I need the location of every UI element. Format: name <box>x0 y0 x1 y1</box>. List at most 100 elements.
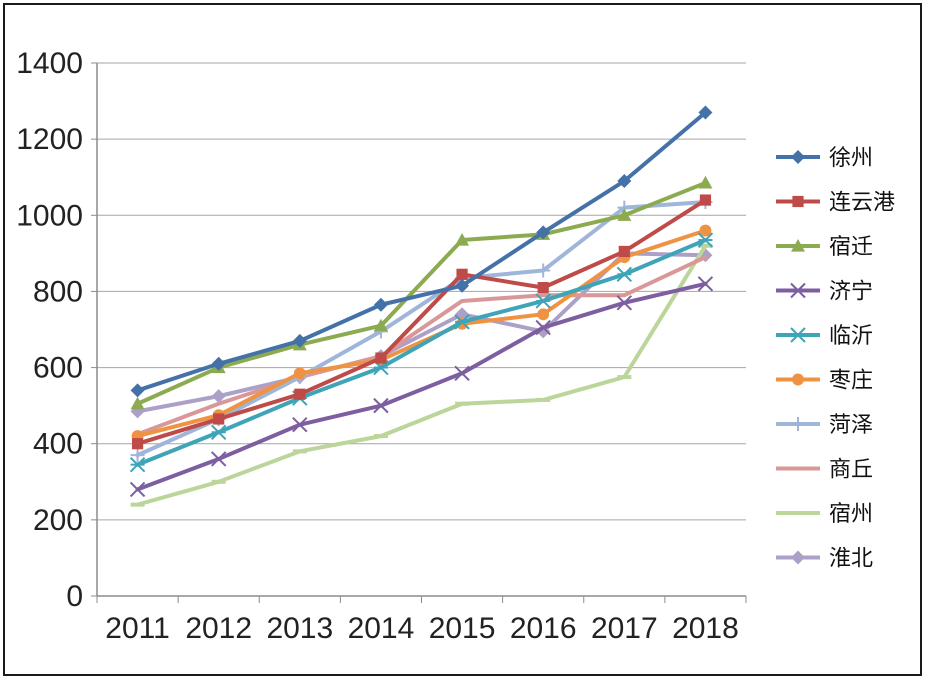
circle-marker <box>699 224 712 237</box>
diamond-marker <box>536 225 551 240</box>
circle-marker <box>537 308 550 321</box>
square-marker <box>456 268 468 280</box>
asterisk-marker <box>129 456 146 473</box>
x-marker <box>210 451 227 467</box>
square-marker <box>618 245 630 258</box>
dash-marker <box>617 375 632 380</box>
legend-item: 宿迁 <box>776 235 873 260</box>
legend-item: 济宁 <box>776 280 873 305</box>
x-tick-label: 2011 <box>105 612 170 645</box>
legend-label: 宿迁 <box>829 235 873 260</box>
triangle-marker <box>130 396 145 410</box>
triangle-marker <box>791 239 805 252</box>
legend-item: 商丘 <box>776 458 873 483</box>
triangle-marker <box>617 208 632 221</box>
plus-marker <box>791 417 805 431</box>
y-tick-label: 1200 <box>16 123 83 156</box>
legend-label: 淮北 <box>829 547 873 572</box>
dash-marker <box>791 511 805 515</box>
dash-marker <box>373 434 388 439</box>
series-line <box>135 228 708 439</box>
y-axis-ticks: 0 200 400 600 800 1000 1200 1400 <box>16 47 97 613</box>
x-marker <box>535 319 551 336</box>
diamond-marker <box>373 297 388 312</box>
y-tick-label: 800 <box>33 275 83 308</box>
asterisk-marker <box>535 293 551 309</box>
dash-marker <box>211 479 226 484</box>
legend-label: 宿州 <box>829 502 873 527</box>
legend-label: 徐州 <box>829 146 873 171</box>
asterisk-marker <box>454 314 470 330</box>
legend-label: 济宁 <box>829 280 873 305</box>
asterisk-marker <box>210 424 227 440</box>
legend-label: 商丘 <box>829 458 873 483</box>
diamond-marker <box>617 174 632 189</box>
diamond-marker <box>130 383 145 398</box>
x-marker <box>790 282 806 299</box>
series-8 <box>135 255 708 437</box>
diamond-marker <box>791 150 805 164</box>
series-line <box>135 238 708 467</box>
y-tick-label: 400 <box>33 428 83 461</box>
x-marker <box>129 481 146 498</box>
series-line <box>135 243 708 507</box>
legend-label: 菏泽 <box>829 413 873 438</box>
x-tick-label: 2015 <box>429 612 496 645</box>
x-tick-label: 2016 <box>510 612 577 645</box>
x-tick-label: 2018 <box>672 612 739 645</box>
y-tick-label: 200 <box>33 504 83 537</box>
legend-label: 临沂 <box>829 324 873 349</box>
triangle-marker <box>455 233 470 246</box>
x-tick-label: 2014 <box>348 612 415 645</box>
asterisk-marker <box>697 232 714 248</box>
legend-item: 宿州 <box>776 502 873 527</box>
x-tick-label: 2012 <box>185 612 252 645</box>
x-tick-label: 2017 <box>591 612 658 645</box>
dash-marker <box>536 397 551 402</box>
x-tick-label: 2013 <box>266 612 333 645</box>
x-marker <box>697 276 714 292</box>
legend-label: 枣庄 <box>829 369 873 394</box>
series-line <box>135 255 708 437</box>
asterisk-marker <box>790 327 806 343</box>
square-marker <box>213 413 225 425</box>
series-4 <box>129 276 714 498</box>
square-marker <box>792 195 804 208</box>
circle-marker <box>792 373 804 386</box>
legend-item: 菏泽 <box>776 413 873 438</box>
legend-item: 淮北 <box>776 547 873 572</box>
legend-item: 连云港 <box>776 191 895 216</box>
x-marker <box>373 397 389 414</box>
x-axis-ticks: 2011 2012 2013 2014 2015 2016 2017 2018 <box>96 596 747 645</box>
legend-item: 枣庄 <box>776 369 873 394</box>
square-marker <box>375 352 387 364</box>
y-tick-label: 600 <box>33 352 83 385</box>
gridlines <box>97 62 746 521</box>
x-marker <box>454 365 470 381</box>
diamond-marker <box>292 333 307 348</box>
dash-marker <box>292 449 307 454</box>
series-5 <box>129 232 714 473</box>
chart-frame <box>3 3 922 676</box>
legend-item: 徐州 <box>776 146 873 171</box>
series-line <box>135 110 708 393</box>
circle-marker <box>293 367 306 380</box>
y-tick-label: 0 <box>66 580 83 613</box>
dash-marker <box>455 401 470 406</box>
diamond-marker <box>211 356 226 371</box>
diamond-marker <box>698 105 713 120</box>
x-marker <box>616 295 633 311</box>
legend-item: 临沂 <box>776 324 873 349</box>
dash-marker <box>698 243 713 248</box>
square-marker <box>131 438 144 450</box>
diamond-marker <box>791 550 805 565</box>
series-line <box>135 281 708 492</box>
series-layer <box>129 105 714 507</box>
asterisk-marker <box>616 266 633 283</box>
series-9 <box>130 243 713 507</box>
dash-marker <box>130 502 145 507</box>
legend-label: 连云港 <box>829 191 895 216</box>
series-line <box>135 198 708 446</box>
diamond-marker <box>211 389 226 404</box>
